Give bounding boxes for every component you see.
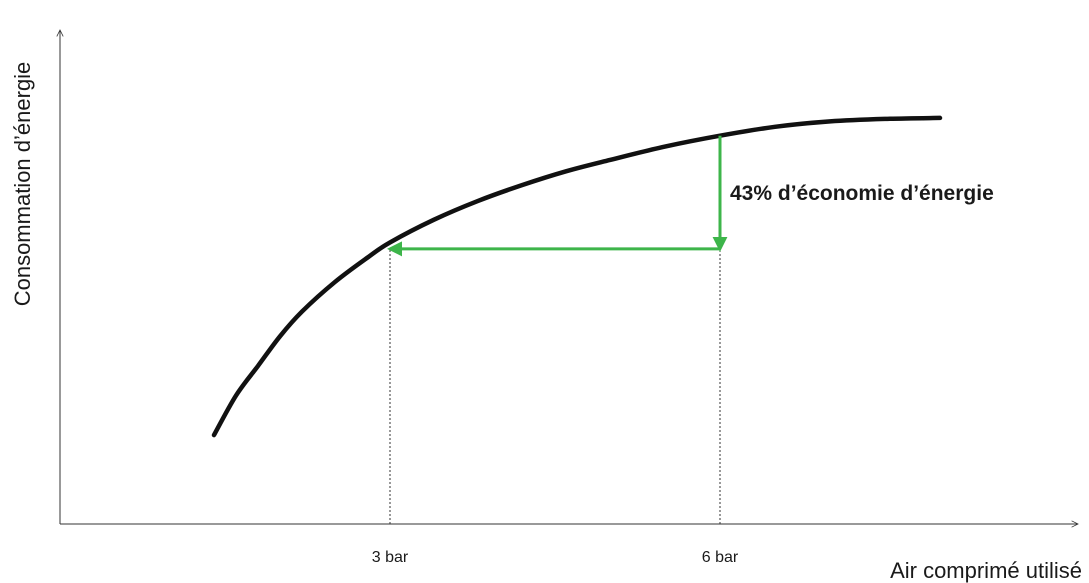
y-axis-title: Consommation d’énergie <box>10 62 35 307</box>
savings-annotation: 43% d’économie d’énergie <box>387 135 994 257</box>
dotted-guides <box>389 135 721 524</box>
x-tick-label: 6 bar <box>702 549 739 566</box>
x-tick-label: 3 bar <box>372 549 409 566</box>
savings-annotation-label: 43% d’économie d’énergie <box>730 182 994 205</box>
x-axis-title: Air comprimé utilisé <box>890 558 1082 583</box>
x-tick-labels: 3 bar 6 bar <box>372 549 739 566</box>
series-line <box>211 115 943 438</box>
series-group <box>211 115 943 438</box>
